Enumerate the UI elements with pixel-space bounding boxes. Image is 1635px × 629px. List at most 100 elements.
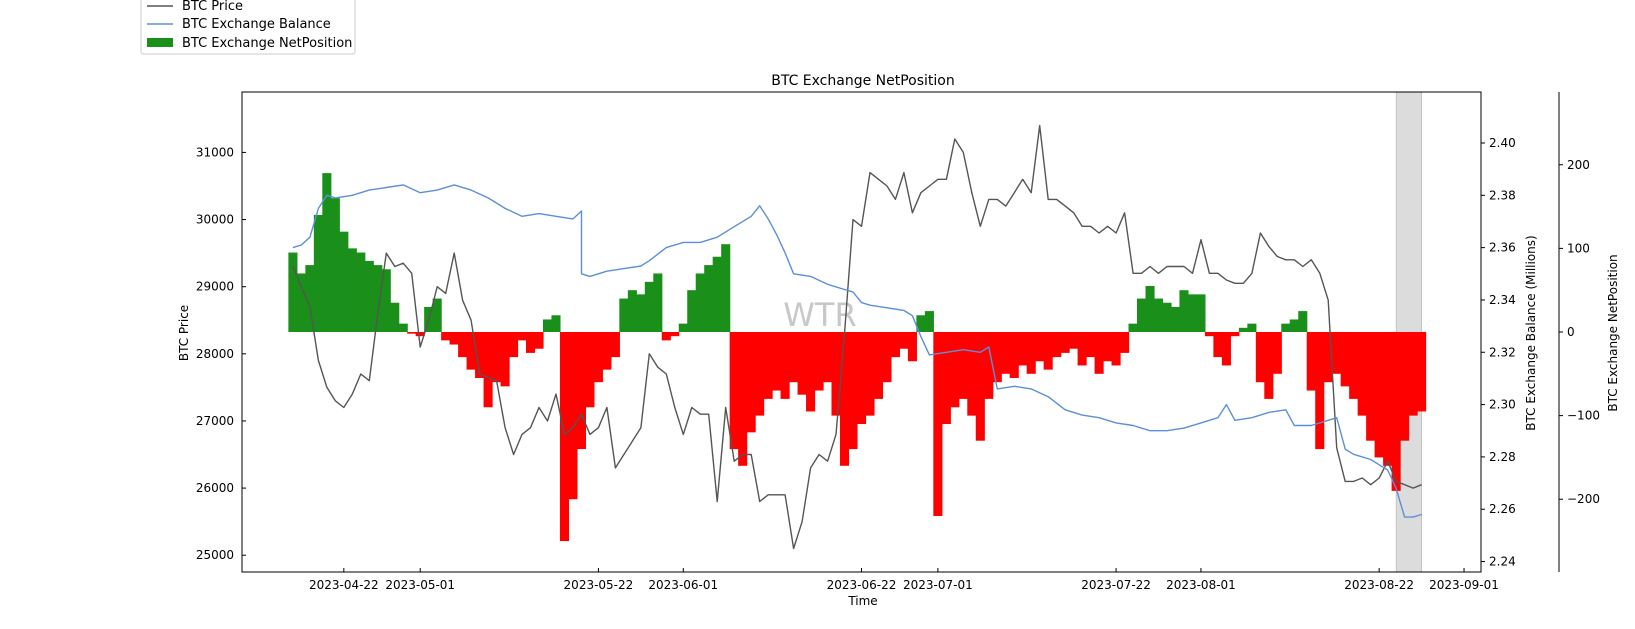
x-tick-label: 2023-07-01 — [903, 578, 973, 592]
legend-swatch-netposition — [147, 38, 173, 47]
netposition-bar — [1128, 323, 1138, 332]
left-tick-label: 27000 — [196, 414, 234, 428]
netposition-bar — [1213, 332, 1223, 358]
netposition-bar — [1069, 332, 1079, 349]
netposition-bar — [313, 214, 323, 332]
netposition-bar — [1221, 332, 1231, 366]
left-tick-label: 30000 — [196, 213, 234, 227]
netposition-bar — [322, 173, 332, 332]
netposition-bar — [695, 273, 705, 332]
netposition-bar — [559, 332, 570, 542]
right-tick-label: 2.34 — [1489, 293, 1516, 307]
netposition-bar — [500, 332, 510, 387]
netposition-bar — [415, 332, 425, 337]
netposition-bar — [975, 332, 985, 441]
netposition-bar — [916, 315, 926, 332]
netposition-bar — [721, 244, 731, 332]
netposition-bar — [1374, 332, 1384, 458]
netposition-bar — [398, 323, 408, 332]
legend-label-netposition: BTC Exchange NetPosition — [182, 36, 352, 51]
right2-tick-label: 0 — [1567, 325, 1575, 339]
netposition-bar — [1204, 332, 1214, 337]
netposition-bar — [1196, 294, 1206, 332]
netposition-bar — [1408, 332, 1418, 416]
x-tick-label: 2023-08-01 — [1166, 578, 1236, 592]
netposition-bar — [1332, 332, 1342, 374]
netposition-bar — [636, 294, 646, 332]
netposition-bar — [704, 265, 714, 332]
netposition-bar — [1264, 332, 1274, 399]
netposition-bar — [763, 332, 773, 399]
left-tick-label: 28000 — [196, 347, 234, 361]
legend-label-price: BTC Price — [182, 0, 243, 14]
right-tick-label: 2.30 — [1489, 398, 1516, 412]
y-axis-label-price: BTC Price — [177, 305, 191, 361]
netposition-bar — [475, 332, 485, 378]
netposition-bar — [1400, 332, 1410, 441]
netposition-bar — [458, 332, 468, 358]
right2-tick-label: 200 — [1567, 158, 1590, 172]
netposition-bar — [492, 332, 502, 383]
netposition-bar — [1340, 332, 1350, 387]
netposition-bar — [1035, 332, 1045, 362]
netposition-bar — [1391, 332, 1401, 491]
netposition-bar — [831, 332, 841, 416]
netposition-bar — [1281, 323, 1291, 332]
netposition-bar — [839, 332, 850, 466]
x-tick-label: 2023-05-01 — [385, 578, 455, 592]
netposition-bar — [882, 332, 892, 383]
netposition-bar — [1060, 332, 1070, 353]
right-tick-label: 2.32 — [1489, 345, 1516, 359]
netposition-bar — [1306, 332, 1316, 391]
netposition-bar — [933, 332, 943, 516]
right-tick-label: 2.26 — [1489, 502, 1516, 516]
netposition-bar — [1137, 298, 1147, 332]
netposition-bar — [288, 252, 298, 332]
left-tick-label: 25000 — [196, 548, 234, 562]
netposition-bar — [856, 332, 867, 424]
netposition-bar — [1077, 332, 1087, 366]
netposition-bar — [356, 252, 366, 332]
price-line-layer — [292, 124, 1422, 550]
netposition-bar — [1170, 306, 1181, 332]
netposition-bar — [1323, 332, 1333, 383]
netposition-bar — [924, 311, 934, 332]
netposition-bar — [1349, 332, 1359, 399]
netposition-bar — [1145, 286, 1155, 332]
netposition-bar — [1009, 332, 1019, 378]
netposition-bar — [347, 248, 357, 332]
netposition-bar — [772, 332, 782, 391]
netposition-bar — [797, 332, 807, 395]
netposition-bars-layer — [288, 173, 1427, 542]
x-tick-label: 2023-07-22 — [1081, 578, 1151, 592]
netposition-bar — [1094, 332, 1104, 374]
netposition-bar — [806, 332, 816, 412]
netposition-bar — [593, 332, 603, 383]
netposition-bar — [602, 332, 612, 370]
netposition-bar — [1255, 332, 1265, 383]
netposition-bar — [848, 332, 858, 450]
right2-tick-label: −100 — [1567, 409, 1600, 423]
netposition-bar — [373, 265, 383, 332]
netposition-bar — [576, 332, 586, 450]
netposition-bar — [950, 332, 960, 408]
netposition-bar — [509, 332, 519, 358]
netposition-bar — [941, 332, 951, 424]
netposition-bar — [1179, 290, 1189, 332]
netposition-bar — [712, 256, 722, 332]
netposition-bar — [1238, 327, 1248, 332]
netposition-bar — [1153, 298, 1164, 332]
netposition-bar — [610, 332, 620, 358]
x-axis-ticks: 2023-04-22 2023-05-01 2023-05-22 2023-06-01… — [309, 568, 1499, 592]
netposition-bar — [1111, 332, 1121, 366]
netposition-bar — [780, 332, 790, 399]
netposition-bar — [517, 332, 527, 341]
netposition-bar — [899, 332, 909, 349]
netposition-bar — [823, 332, 833, 383]
legend-frame — [140, 0, 356, 55]
netposition-bar — [687, 290, 697, 332]
right-tick-label: 2.38 — [1489, 188, 1516, 202]
netposition-bar — [1103, 332, 1113, 362]
